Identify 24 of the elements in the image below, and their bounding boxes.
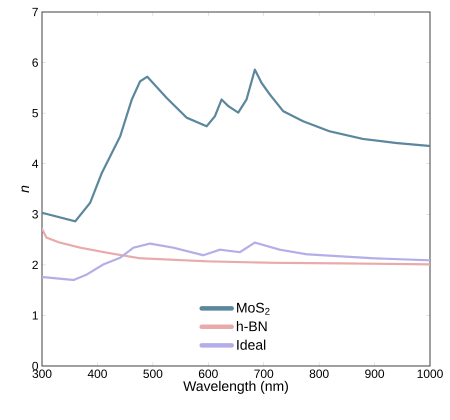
line-series: [42, 68, 430, 222]
x-tick-label: 1000: [418, 370, 443, 378]
y-tick-label: 4: [32, 160, 38, 168]
x-tick-label: 900: [365, 370, 384, 378]
y-tick-label: 7: [32, 8, 38, 16]
x-tick-label: 400: [88, 370, 107, 378]
x-tick-label: 600: [198, 370, 218, 378]
y-tick-label: 6: [32, 58, 38, 67]
y-tick-label: 1: [32, 311, 38, 320]
y-axis-title: n: [21, 186, 29, 193]
y-tick-label: 5: [32, 108, 38, 118]
y-tick-label: 3: [32, 210, 38, 219]
legend-label: h-BN: [236, 321, 267, 332]
y-tick-label: 0: [32, 362, 38, 370]
x-tick-label: 700: [254, 370, 274, 378]
x-axis-title: Wavelength (nm): [183, 380, 288, 394]
y-tick-label: 2: [32, 260, 38, 270]
legend-label: Ideal: [237, 340, 266, 350]
x-tick-label: 800: [310, 370, 329, 378]
line-series: [42, 228, 430, 266]
legend-label: MoS$_{2}$: [237, 302, 270, 315]
x-tick-label: 500: [143, 370, 162, 378]
line-series: [42, 242, 430, 282]
x-tick-label: 300: [32, 370, 52, 378]
